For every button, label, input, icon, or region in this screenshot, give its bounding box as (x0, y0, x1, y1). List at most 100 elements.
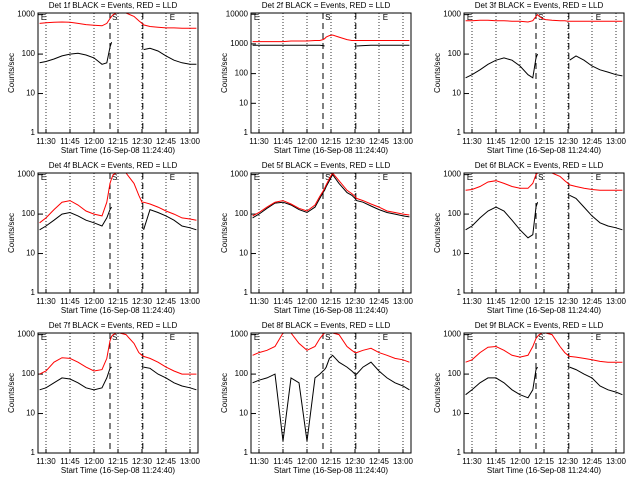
x-tick-label: 12:45 (156, 457, 177, 466)
x-tick-label: 12:30 (345, 297, 366, 306)
x-axis-label: Start Time (16-Sep-08 11:24:40) (274, 146, 388, 155)
x-tick-label: 13:00 (393, 137, 414, 146)
annotation: S (112, 173, 117, 182)
x-tick-label: 11:30 (36, 457, 56, 466)
x-tick-label: 12:15 (321, 297, 342, 306)
x-tick-label: 12:30 (345, 137, 366, 146)
annotation: E (467, 13, 472, 22)
x-axis-label: Start Time (16-Sep-08 11:24:40) (487, 146, 601, 155)
x-tick-label: 12:15 (108, 457, 129, 466)
plot-frame (463, 332, 625, 454)
annotation: S (325, 173, 330, 182)
x-tick-label: 12:00 (84, 297, 105, 306)
x-tick-label: 11:45 (60, 457, 80, 466)
chart-title: Det 5f BLACK = Events, RED = LLD (262, 161, 391, 170)
annotation: E (596, 13, 601, 22)
x-tick-label: 11:45 (486, 457, 506, 466)
x-tick-label: 11:45 (486, 297, 506, 306)
x-tick-label: 11:30 (462, 457, 482, 466)
x-tick-label: 12:15 (534, 457, 555, 466)
y-tick-label: 100 (22, 209, 36, 218)
x-axis-label: Start Time (16-Sep-08 11:24:40) (61, 306, 175, 315)
y-tick-label: 10 (26, 89, 35, 98)
y-axis-label: Counts/sec (7, 373, 16, 413)
data-line (252, 333, 410, 363)
x-tick-label: 13:00 (180, 137, 201, 146)
chart-title: Det 9f BLACK = Events, RED = LLD (475, 321, 604, 330)
annotation: E (596, 173, 601, 182)
plot-frame (250, 172, 412, 294)
annotation: S (112, 333, 117, 342)
x-tick-label: 11:30 (249, 137, 269, 146)
annotation: E (383, 333, 388, 342)
y-tick-label: 1 (31, 448, 36, 457)
y-tick-label: 1 (244, 448, 249, 457)
x-tick-label: 11:45 (486, 137, 506, 146)
x-tick-label: 13:00 (606, 297, 627, 306)
x-tick-label: 12:30 (558, 137, 579, 146)
x-tick-label: 11:30 (462, 137, 482, 146)
plot-frame (463, 172, 625, 294)
x-tick-label: 11:45 (273, 297, 293, 306)
chart-title: Det 4f BLACK = Events, RED = LLD (49, 161, 178, 170)
annotation: E (254, 333, 259, 342)
data-line (39, 333, 197, 375)
y-tick-label: 1 (457, 288, 462, 297)
x-tick-label: 12:15 (321, 457, 342, 466)
x-tick-label: 12:15 (534, 137, 555, 146)
y-axis-label: Counts/sec (7, 213, 16, 253)
annotation: S (112, 13, 117, 22)
plot-frame (250, 332, 412, 454)
y-tick-label: 100 (448, 49, 462, 58)
data-line (39, 173, 197, 224)
x-tick-label: 12:45 (582, 137, 603, 146)
y-tick-label: 1000 (443, 10, 461, 19)
x-tick-label: 12:00 (297, 297, 318, 306)
data-line (252, 173, 410, 219)
plot-frame (250, 12, 412, 134)
panel: Det 4f BLACK = Events, RED = LLD Counts/s… (7, 161, 200, 315)
y-tick-label: 1000 (443, 170, 461, 179)
panel: Det 6f BLACK = Events, RED = LLD Counts/s… (433, 161, 626, 315)
plot-frame (37, 332, 199, 454)
y-tick-label: 10 (452, 249, 461, 258)
data-line (465, 13, 623, 23)
panel: Det 8f BLACK = Events, RED = LLD Counts/s… (220, 321, 413, 475)
x-tick-label: 12:30 (558, 457, 579, 466)
y-tick-label: 100 (22, 49, 36, 58)
x-tick-label: 12:30 (345, 457, 366, 466)
y-tick-label: 1 (457, 128, 462, 137)
y-tick-label: 100 (448, 209, 462, 218)
data-line (39, 206, 197, 231)
y-tick-label: 10 (239, 98, 248, 107)
chart-title: Det 6f BLACK = Events, RED = LLD (475, 161, 604, 170)
y-tick-label: 1 (31, 128, 36, 137)
x-tick-label: 12:45 (582, 297, 603, 306)
y-tick-label: 1000 (230, 330, 248, 339)
y-tick-label: 1 (244, 128, 249, 137)
x-tick-label: 12:00 (297, 137, 318, 146)
y-axis-label: Counts/sec (433, 213, 442, 253)
data-line (465, 333, 623, 363)
x-tick-label: 12:00 (510, 457, 531, 466)
x-tick-label: 13:00 (606, 137, 627, 146)
chart-title: Det 3f BLACK = Events, RED = LLD (475, 1, 604, 10)
x-tick-label: 13:00 (393, 297, 414, 306)
annotation: E (41, 13, 46, 22)
x-tick-label: 11:45 (60, 137, 80, 146)
x-tick-label: 11:30 (36, 297, 56, 306)
y-tick-label: 1000 (230, 170, 248, 179)
plot-frame (37, 12, 199, 134)
plot-frame (463, 12, 625, 134)
x-tick-label: 11:45 (273, 137, 293, 146)
data-line (465, 173, 623, 191)
x-tick-label: 12:00 (84, 137, 105, 146)
annotation: E (254, 13, 259, 22)
x-tick-label: 12:30 (132, 457, 153, 466)
data-line (252, 173, 410, 217)
y-tick-label: 1000 (230, 39, 248, 48)
y-axis-label: Counts/sec (7, 53, 16, 93)
y-tick-label: 1000 (17, 330, 35, 339)
x-tick-label: 12:00 (510, 137, 531, 146)
